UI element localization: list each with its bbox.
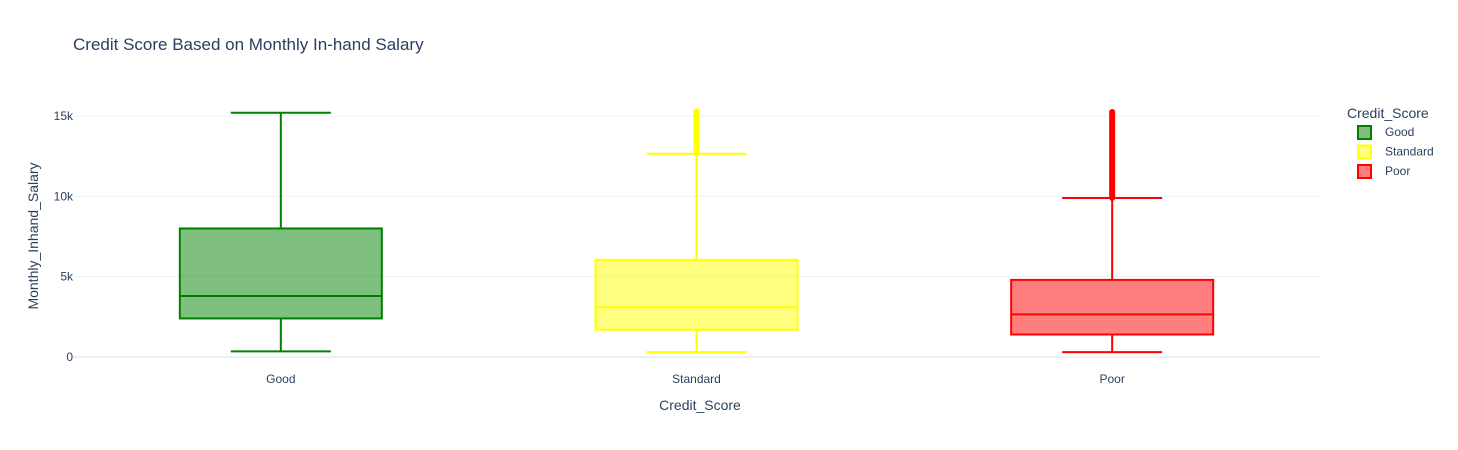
legend[interactable]: Credit_Score Good Standard Poor [1347,105,1434,179]
legend-label: Good [1385,125,1414,139]
legend-label: Standard [1385,145,1434,159]
iqr-box [594,258,799,331]
y-axis-title: Monthly_Inhand_Salary [25,162,41,309]
y-tick-label: 0 [66,350,73,364]
legend-item-standard[interactable]: Standard [1357,144,1434,160]
box-poor[interactable] [1010,108,1215,354]
box-standard[interactable] [594,108,799,354]
y-tick-label: 5k [60,270,74,284]
legend-title: Credit_Score [1347,105,1429,121]
iqr-box [178,227,383,320]
x-axis-title: Credit_Score [659,397,741,413]
legend-item-good[interactable]: Good [1357,125,1414,140]
legend-item-poor[interactable]: Poor [1357,164,1410,179]
box-good[interactable] [178,111,383,353]
x-tick-label: Good [266,372,295,386]
iqr-box [1010,278,1215,336]
chart-title: Credit Score Based on Monthly In-hand Sa… [73,35,424,54]
y-tick-label: 15k [54,109,74,123]
y-tick-label: 10k [54,189,74,203]
x-tick-labels: Good Standard Poor [266,372,1125,386]
legend-swatch [1357,164,1372,179]
legend-swatch [1357,125,1372,140]
legend-swatch [1357,144,1372,160]
box-traces [178,108,1215,354]
x-tick-label: Poor [1099,372,1124,386]
legend-label: Poor [1385,164,1410,178]
x-tick-label: Standard [672,372,721,386]
y-tick-labels: 0 5k 10k 15k [54,109,74,364]
